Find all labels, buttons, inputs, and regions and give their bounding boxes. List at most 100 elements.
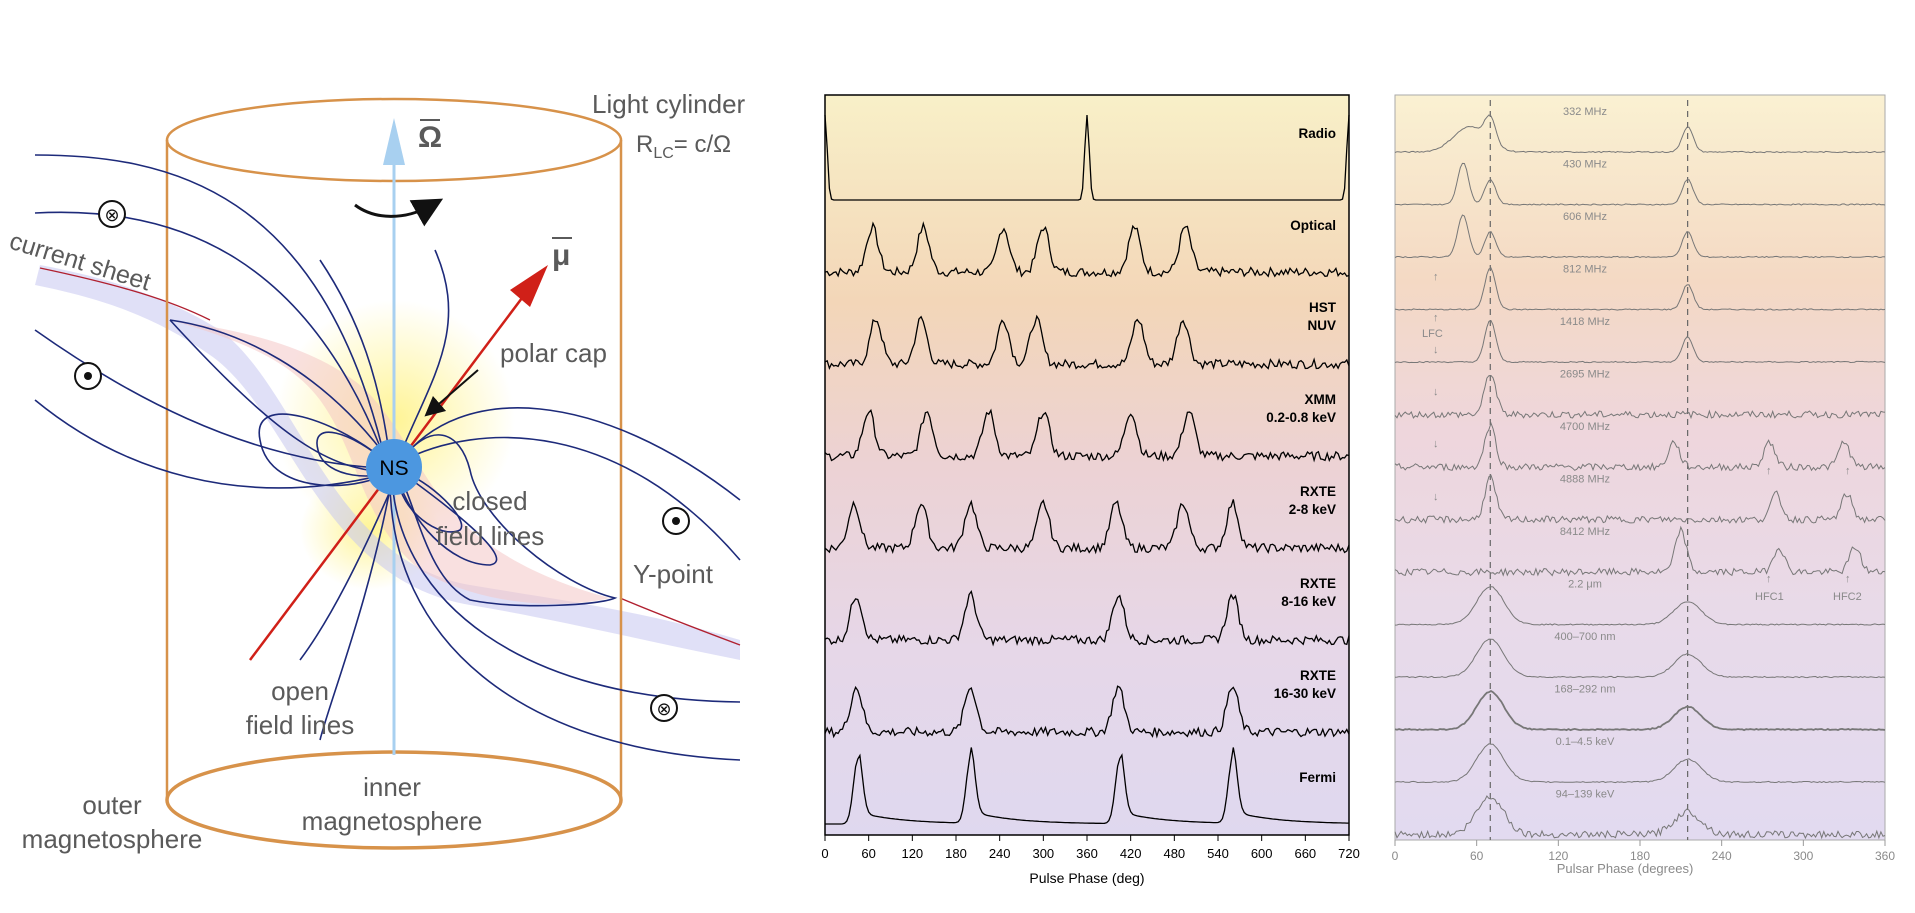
arrow-up: ↑ <box>1433 312 1439 324</box>
trace-fermi <box>825 747 1349 825</box>
band-label: RXTE <box>1300 576 1336 591</box>
crab-band-label: 2.2 μm <box>1568 579 1602 591</box>
profiles-chart-a: Radio Optical HST NUV XMM 0.2-0.8 keV RXTE 2-8 … <box>821 94 1360 886</box>
band-label: RXTE <box>1300 668 1336 683</box>
crab-band-label: 1418 MHz <box>1560 316 1610 328</box>
trace-crab-4 <box>1394 319 1886 364</box>
band-label: HST <box>1309 300 1337 315</box>
x-tick-label: 360 <box>1875 849 1895 863</box>
trace-crab-3 <box>1394 267 1886 311</box>
crab-band-label: 168–292 nm <box>1554 684 1615 696</box>
arrow-up: ↑ <box>1766 465 1772 477</box>
open-label-line1: open <box>271 676 329 706</box>
chart-a-x-ticks: 0 60 120 180 240 300 360 420 480 540 600 660 720 <box>821 835 1360 861</box>
inner-label-line1: inner <box>363 772 421 802</box>
crab-band-label: 400–700 nm <box>1554 631 1615 643</box>
trace-optical <box>824 221 1350 278</box>
x-tick-label: 180 <box>1630 849 1650 863</box>
current-out-dot-1 <box>84 372 92 380</box>
outer-label-line2: magnetosphere <box>22 824 203 854</box>
current-sheet-line-right <box>619 597 741 646</box>
x-tick-label: 720 <box>1338 846 1360 861</box>
chart-b-band-labels: 332 MHz 430 MHz 606 MHz 812 MHz 1418 MHz 2695… <box>1554 106 1615 801</box>
current-in-symbol-1: ⊗ <box>104 205 119 225</box>
trace-rxte-16-30-kev <box>824 685 1350 739</box>
band-label: Radio <box>1298 126 1336 141</box>
closed-label-line1: closed <box>452 486 527 516</box>
arrow-up: ↑ <box>1845 573 1851 585</box>
x-tick-label: 0 <box>821 846 828 861</box>
trace-hst-nuv <box>824 314 1350 371</box>
trace-crab-8 <box>1394 525 1886 577</box>
chart-b-x-ticks: 0 60 120 180 240 300 360 <box>1392 840 1895 863</box>
ns-label: NS <box>379 457 408 480</box>
x-tick-label: 660 <box>1294 846 1316 861</box>
arrow-down: ↓ <box>1433 386 1439 398</box>
crab-band-label: 94–139 keV <box>1556 789 1615 801</box>
arrow-up: ↑ <box>1766 573 1772 585</box>
x-tick-label: 420 <box>1120 846 1142 861</box>
trace-crab-2 <box>1394 214 1886 259</box>
lfc-label: LFC <box>1422 328 1443 340</box>
x-tick-label: 120 <box>901 846 923 861</box>
crab-band-label: 812 MHz <box>1563 264 1607 276</box>
crab-band-label: 4700 MHz <box>1560 421 1610 433</box>
trace-rxte-2-8-kev <box>824 499 1350 555</box>
current-in-marker-1 <box>98 200 126 228</box>
trace-crab-13 <box>1394 795 1886 840</box>
trace-radio <box>824 114 1350 201</box>
trace-xmm-0-2-0-8-kev <box>824 408 1350 463</box>
x-tick-label: 540 <box>1207 846 1229 861</box>
x-tick-label: 120 <box>1548 849 1568 863</box>
x-tick-label: 600 <box>1251 846 1273 861</box>
arrow-down: ↓ <box>1433 344 1439 356</box>
x-tick-label: 360 <box>1076 846 1098 861</box>
hfc1-label: HFC1 <box>1755 591 1784 603</box>
current-sheet-line-left <box>39 267 211 321</box>
x-tick-label: 240 <box>1712 849 1732 863</box>
x-tick-label: 300 <box>1793 849 1813 863</box>
band-label: NUV <box>1307 318 1336 333</box>
crab-band-label: 606 MHz <box>1563 211 1607 223</box>
trace-crab-1 <box>1394 162 1886 206</box>
rlc-symbol: RLC= c/Ω <box>636 131 731 162</box>
chart-b-annotations: ↑ ↑ LFC ↓ ↓ ↓ ↓ ↑ ↑ ↑ ↑ HFC1 HFC2 <box>1422 271 1862 603</box>
closed-label-line2: field lines <box>436 521 544 551</box>
band-label: Fermi <box>1299 770 1336 785</box>
trace-crab-0 <box>1394 114 1886 154</box>
arrow-down: ↓ <box>1433 491 1439 503</box>
x-tick-label: 180 <box>945 846 967 861</box>
omega-arrow-head <box>383 118 405 165</box>
band-label: XMM <box>1305 392 1337 407</box>
trace-crab-11 <box>1394 689 1886 732</box>
arrow-up: ↑ <box>1845 465 1851 477</box>
chart-a-xlabel: Pulse Phase (deg) <box>1029 870 1144 886</box>
current-in-marker-2 <box>650 694 678 722</box>
y-point-label: Y-point <box>633 559 714 589</box>
omega-symbol: Ω <box>418 121 442 154</box>
trace-crab-6 <box>1394 421 1886 472</box>
x-tick-label: 300 <box>1032 846 1054 861</box>
x-tick-label: 0 <box>1392 849 1399 863</box>
band-label: 2-8 keV <box>1289 502 1336 517</box>
chart-b-xlabel: Pulsar Phase (degrees) <box>1557 861 1694 876</box>
band-label: 0.2-0.8 keV <box>1266 410 1336 425</box>
trace-crab-5 <box>1394 374 1886 420</box>
current-out-dot-2 <box>672 517 680 525</box>
crab-band-label: 430 MHz <box>1563 159 1607 171</box>
mu-arrow-head <box>510 265 548 307</box>
crab-band-label: 2695 MHz <box>1560 369 1610 381</box>
band-label: 16-30 keV <box>1274 686 1336 701</box>
open-label-line2: field lines <box>246 710 354 740</box>
band-label: 8-16 keV <box>1281 594 1336 609</box>
magnetosphere-diagram: NS ⊗ ⊗ Light cylinder RLC= c/Ω Ω μ curre… <box>6 89 745 854</box>
chart-b-reference-lines <box>1489 100 1689 840</box>
outer-label-line1: outer <box>82 790 142 820</box>
chart-a-traces <box>824 114 1350 825</box>
field-lines <box>34 154 741 761</box>
rotation-arrow <box>354 198 444 227</box>
trace-crab-9 <box>1394 586 1886 626</box>
chart-a-background <box>825 95 1349 835</box>
inner-label-line2: magnetosphere <box>302 806 483 836</box>
